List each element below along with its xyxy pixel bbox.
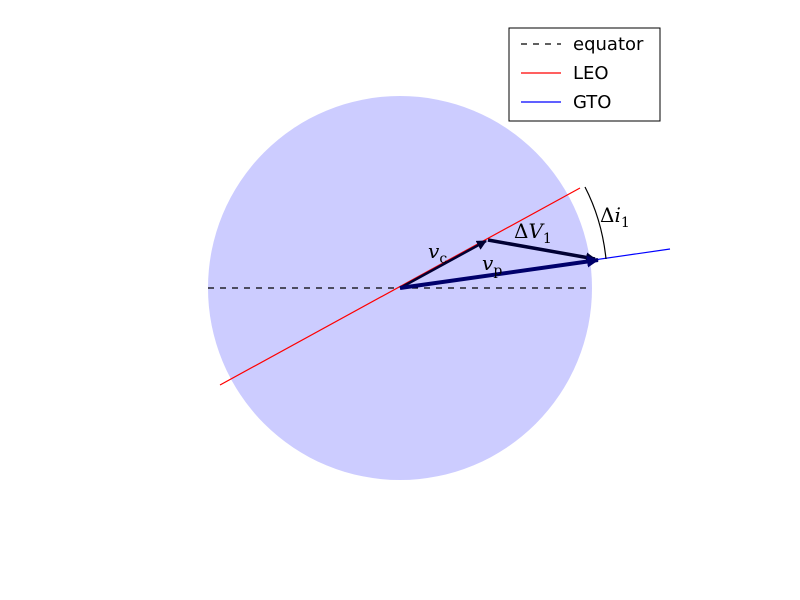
delta-i-angle-arc [584, 186, 607, 260]
delta-v-vector-arrow [487, 238, 596, 263]
vp-vector-arrow [399, 255, 599, 290]
legend-label-gto: GTO [573, 92, 611, 113]
vc-label: vc [428, 239, 447, 267]
delta-v-label: ΔV1 [514, 219, 552, 247]
delta-i-label: Δi1 [600, 203, 630, 231]
vp-label: vp [482, 251, 502, 279]
vc-vector-arrow [399, 239, 487, 290]
legend-label-equator: equator [573, 34, 644, 55]
legend-label-leo: LEO [573, 63, 609, 84]
legend: equator LEO GTO [508, 27, 661, 122]
